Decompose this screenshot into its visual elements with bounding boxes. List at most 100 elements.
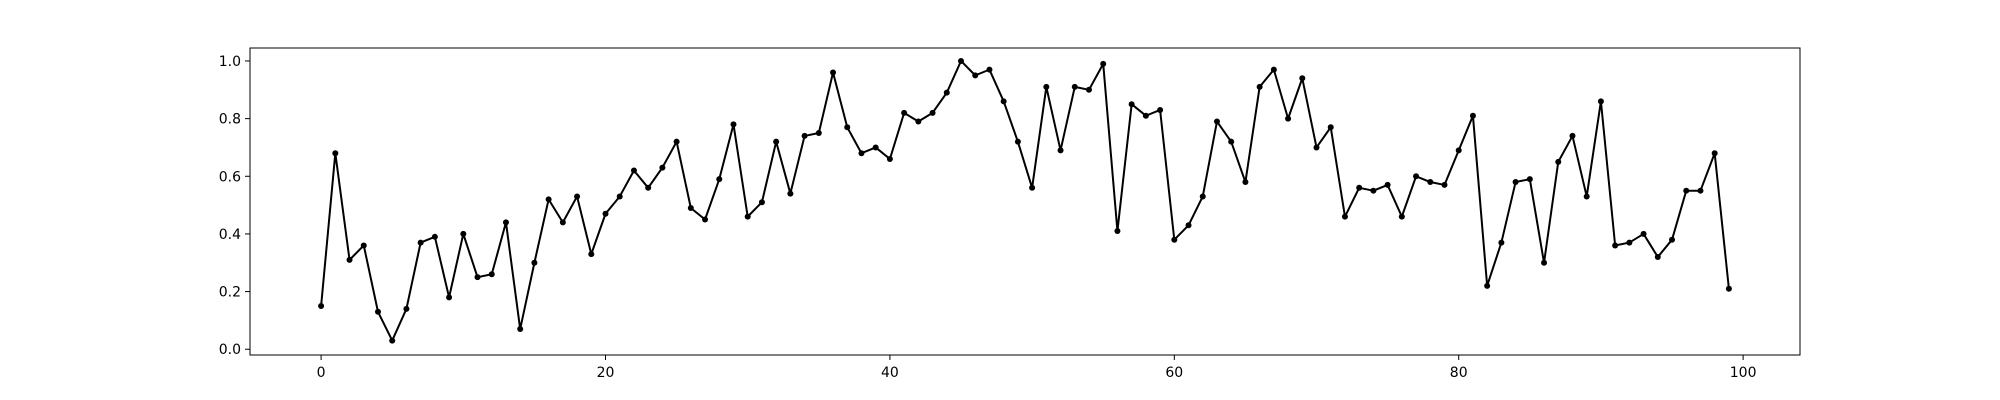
data-point <box>986 66 993 73</box>
data-point <box>1313 144 1320 151</box>
data-point <box>1469 112 1476 119</box>
data-point <box>872 144 879 151</box>
data-point <box>1014 138 1021 145</box>
x-tick-label: 60 <box>1165 365 1183 381</box>
x-tick-label: 100 <box>1730 365 1757 381</box>
data-point <box>901 109 908 116</box>
data-point <box>1597 98 1604 105</box>
data-point <box>616 193 623 200</box>
data-point <box>1356 184 1363 191</box>
data-point <box>1427 179 1434 186</box>
data-point <box>1256 83 1263 90</box>
data-point <box>346 256 353 263</box>
data-point <box>1157 106 1164 113</box>
data-point <box>1455 147 1462 154</box>
data-point <box>758 199 765 206</box>
data-point <box>1071 83 1078 90</box>
y-tick-label: 0.6 <box>219 169 241 185</box>
data-point <box>1114 228 1121 235</box>
y-tick-label: 0.0 <box>219 342 241 358</box>
data-point <box>474 274 481 281</box>
data-point <box>1299 75 1306 82</box>
data-point <box>673 138 680 145</box>
data-point <box>431 233 438 240</box>
y-tick-label: 0.4 <box>219 227 241 243</box>
data-point <box>1441 181 1448 188</box>
data-point <box>830 69 837 76</box>
x-tick-label: 80 <box>1450 365 1468 381</box>
data-point <box>1541 259 1548 266</box>
x-tick-label: 0 <box>317 365 326 381</box>
data-point <box>1512 179 1519 186</box>
data-point <box>602 210 609 217</box>
data-point <box>318 302 325 309</box>
plot-area <box>250 48 1800 355</box>
data-point <box>460 230 467 237</box>
data-point <box>630 167 637 174</box>
data-point <box>1413 173 1420 180</box>
data-point <box>1711 150 1718 157</box>
y-tick-label: 0.2 <box>219 285 241 301</box>
data-point <box>1285 115 1292 122</box>
data-point <box>1640 230 1647 237</box>
data-point <box>1626 239 1633 246</box>
data-point <box>1270 66 1277 73</box>
data-point <box>1213 118 1220 125</box>
data-point <box>1228 138 1235 145</box>
data-point <box>1171 236 1178 243</box>
data-point <box>1057 147 1064 154</box>
data-point <box>488 271 495 278</box>
data-point <box>1128 101 1135 108</box>
data-point <box>1555 158 1562 165</box>
data-point <box>1612 242 1619 249</box>
data-point <box>517 326 524 333</box>
y-tick-label: 1.0 <box>219 54 241 70</box>
data-point <box>858 150 865 157</box>
data-point <box>417 239 424 246</box>
data-point <box>730 121 737 128</box>
data-point <box>1725 285 1732 292</box>
data-point <box>389 337 396 344</box>
data-point <box>787 190 794 197</box>
data-point <box>1029 184 1036 191</box>
data-point <box>1199 193 1206 200</box>
data-point <box>1242 179 1249 186</box>
data-point <box>929 109 936 116</box>
chart-marks <box>318 57 1732 344</box>
data-point <box>1683 187 1690 194</box>
data-point <box>1398 213 1405 220</box>
data-point <box>773 138 780 145</box>
data-point <box>332 150 339 157</box>
data-point <box>1654 253 1661 260</box>
data-point <box>1085 86 1092 93</box>
data-point <box>1100 60 1107 67</box>
data-point <box>1327 124 1334 131</box>
data-point <box>446 294 453 301</box>
data-point <box>972 72 979 79</box>
data-point <box>1583 193 1590 200</box>
x-tick-label: 20 <box>597 365 615 381</box>
data-point <box>744 213 751 220</box>
y-tick-label: 0.8 <box>219 112 241 128</box>
data-point <box>1498 239 1505 246</box>
data-point <box>1185 222 1192 229</box>
data-point <box>360 242 367 249</box>
data-point <box>1569 132 1576 139</box>
x-axis: 0 20 40 60 80 100 <box>317 355 1757 381</box>
data-point <box>1370 187 1377 194</box>
data-point <box>545 196 552 203</box>
data-point <box>815 130 822 137</box>
data-point <box>645 184 652 191</box>
data-point <box>1697 187 1704 194</box>
data-point <box>502 219 509 226</box>
data-point <box>1384 181 1391 188</box>
plot-frame <box>249 47 1801 356</box>
x-tick-label: 40 <box>881 365 899 381</box>
data-point <box>374 308 381 315</box>
data-point <box>588 251 595 258</box>
data-point <box>844 124 851 131</box>
data-point <box>886 155 893 162</box>
data-point <box>574 193 581 200</box>
data-point <box>1000 98 1007 105</box>
data-point <box>1341 213 1348 220</box>
